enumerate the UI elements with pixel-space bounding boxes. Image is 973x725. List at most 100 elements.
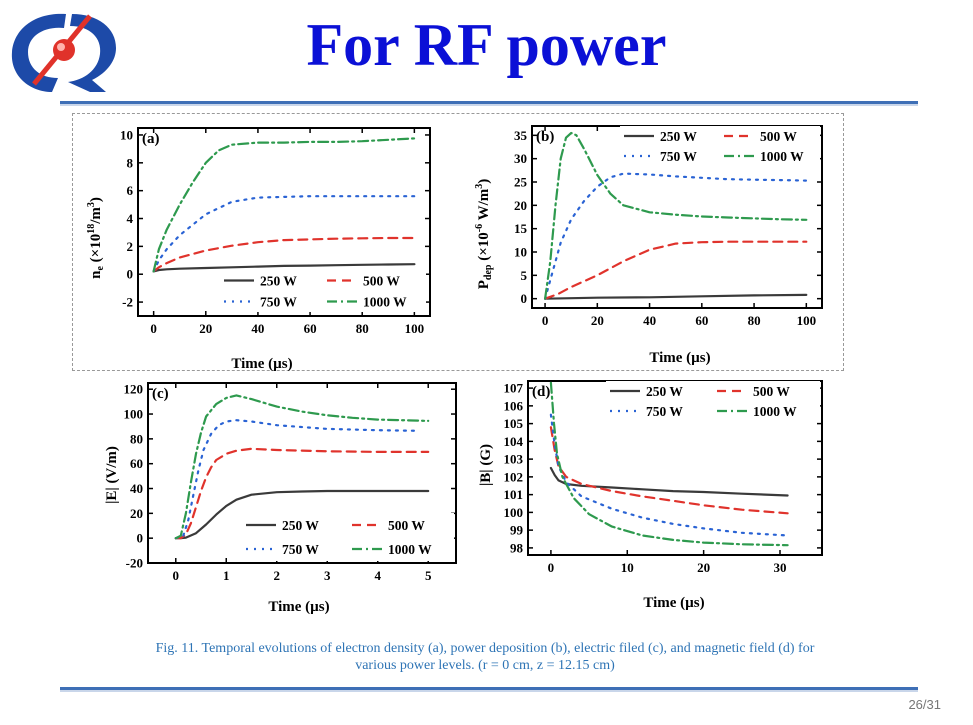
y-tick-label: 30 <box>514 151 527 166</box>
series-line-1000w <box>152 137 416 273</box>
panel-label: (b) <box>536 129 554 145</box>
y-tick-label: 5 <box>521 268 528 283</box>
y-tick-label: 4 <box>127 211 134 226</box>
y-tick-label: -2 <box>122 295 133 310</box>
legend-entry-label: 1000 W <box>753 404 797 419</box>
y-tick-label: 10 <box>514 245 527 260</box>
y-tick-label: 2 <box>127 239 134 254</box>
series-line-500w <box>174 447 430 540</box>
x-tick-label: 60 <box>304 321 317 336</box>
x-tick-label: 3 <box>324 568 331 583</box>
series-line-500w <box>152 236 416 273</box>
legend-entry-label: 750 W <box>660 149 697 164</box>
y-tick-label: 101 <box>504 487 524 502</box>
panel-label: (a) <box>142 131 160 147</box>
y-tick-label: 40 <box>130 481 143 496</box>
y-tick-label: 104 <box>504 434 524 449</box>
y-tick-label: 100 <box>504 505 524 520</box>
series-line-1000w <box>174 394 430 540</box>
y-tick-label: 35 <box>514 128 528 143</box>
series-line-1000w <box>544 131 808 300</box>
legend-entry-label: 750 W <box>646 404 683 419</box>
series-line-250w <box>174 489 430 540</box>
legend-entry-label: 250 W <box>646 384 683 399</box>
figure-caption: Fig. 11. Temporal evolutions of electron… <box>80 640 890 674</box>
series-line-750w <box>152 195 416 273</box>
legend-entry-label: 250 W <box>282 518 319 533</box>
y-tick-label: 99 <box>510 523 524 538</box>
x-tick-label: 2 <box>274 568 281 583</box>
legend-entry-label: 250 W <box>660 129 697 144</box>
panel-label: (c) <box>152 386 169 402</box>
x-tick-label: 80 <box>356 321 369 336</box>
panels-ab-frame <box>72 113 844 371</box>
top-divider <box>60 101 918 104</box>
x-tick-label: 0 <box>548 560 555 575</box>
y-tick-label: 102 <box>504 469 524 484</box>
x-tick-label: 4 <box>374 568 381 583</box>
x-tick-label: 20 <box>697 560 710 575</box>
series-line-500w <box>544 240 808 300</box>
y-tick-label: 103 <box>504 452 524 467</box>
y-tick-label: 100 <box>124 407 144 422</box>
series-line-500w <box>549 426 789 515</box>
x-tick-label: 20 <box>591 313 604 328</box>
x-tick-label: 100 <box>405 321 425 336</box>
legend-entry-label: 750 W <box>282 542 319 557</box>
x-tick-label: 40 <box>251 321 264 336</box>
plot-frame <box>147 382 457 564</box>
x-axis-label: Time (µs) <box>643 595 704 611</box>
y-tick-label: 105 <box>504 416 524 431</box>
x-tick-label: 5 <box>425 568 432 583</box>
y-axis-label: ne (×1018/m3) <box>86 197 106 279</box>
bottom-divider <box>60 687 918 690</box>
x-tick-label: 80 <box>748 313 761 328</box>
y-tick-label: 8 <box>127 155 134 170</box>
institution-logo <box>11 13 116 93</box>
y-tick-label: 0 <box>127 267 134 282</box>
chart-panel-c: Time (µs) |E| (V/m) 0 1 2 3 4 5 -20 0 20 40 60 80 10… <box>104 382 457 615</box>
legend-entry-label: 1000 W <box>388 542 432 557</box>
y-tick-label: 6 <box>127 183 134 198</box>
slide-title: For RF power <box>306 12 667 78</box>
page-number: 26/31 <box>908 697 941 712</box>
legend-box <box>242 513 454 561</box>
legend-entry-label: 1000 W <box>760 149 804 164</box>
y-tick-label: 15 <box>514 221 528 236</box>
legend-entry-label: 500 W <box>363 274 400 289</box>
x-axis-label: Time (µs) <box>231 356 292 372</box>
y-tick-label: 0 <box>521 291 528 306</box>
y-tick-label: 80 <box>130 431 143 446</box>
x-tick-label: 100 <box>797 313 817 328</box>
legend-entry-label: 1000 W <box>363 295 407 310</box>
x-tick-label: 1 <box>223 568 230 583</box>
y-tick-label: -20 <box>126 556 143 571</box>
top-divider-shadow <box>60 104 918 106</box>
legend-entry-label: 250 W <box>260 274 297 289</box>
x-axis-label: Time (µs) <box>268 599 329 615</box>
y-tick-label: 106 <box>504 398 524 413</box>
y-axis-label: Pdep (×10-6 W/m3) <box>474 179 494 290</box>
x-tick-label: 20 <box>199 321 212 336</box>
y-tick-label: 20 <box>514 198 527 213</box>
chart-panel-d: Time (µs) |B| (G) 0 10 20 30 98 99 100 101 102 10… <box>478 380 823 611</box>
y-tick-label: 98 <box>510 540 524 555</box>
y-tick-label: 25 <box>514 175 528 190</box>
series-line-750w <box>544 172 808 300</box>
legend-entry-label: 750 W <box>260 295 297 310</box>
caption-line-2: various power levels. (r = 0 cm, z = 12.… <box>355 658 615 673</box>
y-axis-label: |B| (G) <box>478 444 494 486</box>
series-line-750w <box>549 413 789 537</box>
y-tick-label: 107 <box>504 381 524 396</box>
legend-box <box>220 270 426 312</box>
y-tick-label: 120 <box>124 382 144 397</box>
x-tick-label: 0 <box>150 321 157 336</box>
x-axis-label: Time (µs) <box>649 350 710 366</box>
x-tick-label: 0 <box>173 568 180 583</box>
y-tick-label: 10 <box>120 127 133 142</box>
series-line-250w <box>549 466 789 497</box>
legend-box <box>620 126 820 166</box>
series-line-250w <box>544 293 808 300</box>
series-line-750w <box>174 419 420 540</box>
